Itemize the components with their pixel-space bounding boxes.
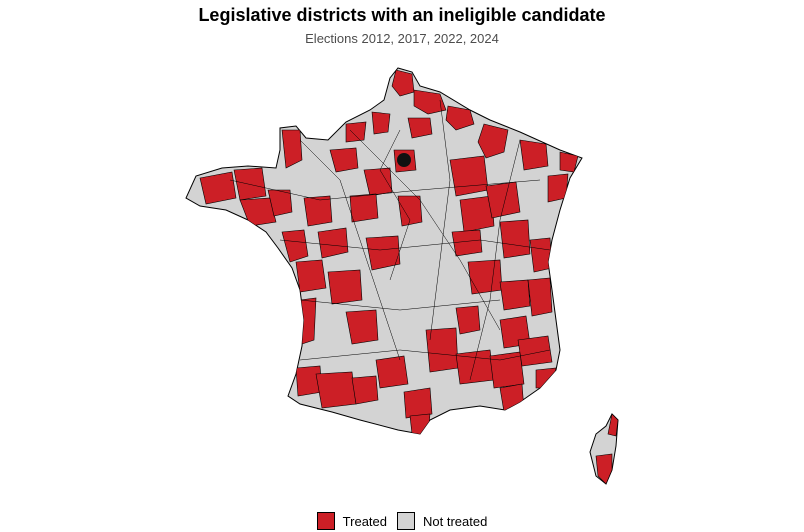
district-treated bbox=[407, 117, 433, 139]
map-subtitle: Elections 2012, 2017, 2022, 2024 bbox=[305, 31, 499, 46]
corsica bbox=[589, 413, 619, 485]
legend-item-treated: Treated bbox=[316, 512, 387, 530]
district-treated bbox=[451, 229, 483, 257]
district-treated bbox=[413, 89, 447, 115]
district-treated bbox=[477, 123, 509, 159]
district-treated bbox=[397, 195, 423, 227]
district-treated bbox=[391, 69, 415, 97]
district-treated bbox=[527, 277, 553, 317]
legend-label-not-treated: Not treated bbox=[423, 513, 488, 529]
district-treated bbox=[317, 227, 349, 259]
district-treated bbox=[345, 309, 379, 345]
district-treated bbox=[449, 155, 489, 197]
district-treated bbox=[303, 195, 333, 227]
district-treated bbox=[327, 269, 363, 305]
legend: Treated Not treated bbox=[0, 512, 804, 530]
map-title: Legislative districts with an ineligible… bbox=[198, 5, 606, 25]
district-treated bbox=[499, 383, 525, 413]
district-treated bbox=[499, 219, 531, 259]
district-treated bbox=[375, 355, 409, 389]
district-treated bbox=[281, 129, 303, 169]
district-treated bbox=[467, 259, 503, 295]
district-treated bbox=[267, 189, 293, 217]
district-treated bbox=[351, 375, 379, 405]
district-treated bbox=[199, 171, 237, 205]
district-treated bbox=[485, 181, 521, 219]
district-treated bbox=[445, 105, 475, 131]
district-treated bbox=[459, 195, 495, 233]
district-treated bbox=[547, 173, 569, 203]
district-treated bbox=[329, 147, 359, 173]
treated-districts bbox=[199, 69, 579, 434]
district-treated bbox=[489, 351, 525, 389]
district-treated bbox=[315, 371, 357, 409]
district-treated bbox=[345, 121, 367, 143]
treated-swatch bbox=[316, 512, 335, 530]
district-treated bbox=[519, 139, 549, 171]
not-treated-swatch bbox=[397, 512, 415, 530]
district-treated bbox=[535, 367, 557, 389]
district-treated bbox=[349, 193, 379, 223]
paris-cluster bbox=[397, 153, 411, 167]
legend-label-treated: Treated bbox=[342, 513, 387, 529]
district-treated bbox=[517, 335, 553, 367]
district-treated bbox=[281, 229, 309, 263]
district-treated bbox=[365, 235, 401, 271]
district-treated bbox=[233, 167, 267, 201]
district-treated bbox=[371, 111, 391, 135]
district-treated bbox=[295, 259, 327, 293]
district-treated bbox=[499, 279, 531, 311]
district-treated bbox=[403, 387, 433, 419]
district-treated bbox=[455, 305, 481, 335]
district-treated bbox=[455, 349, 495, 385]
district-treated bbox=[239, 197, 277, 227]
france-districts-map bbox=[185, 67, 619, 485]
district-treated bbox=[363, 167, 393, 197]
district-borders bbox=[229, 99, 551, 381]
legend-item-not-treated: Not treated bbox=[397, 512, 487, 530]
